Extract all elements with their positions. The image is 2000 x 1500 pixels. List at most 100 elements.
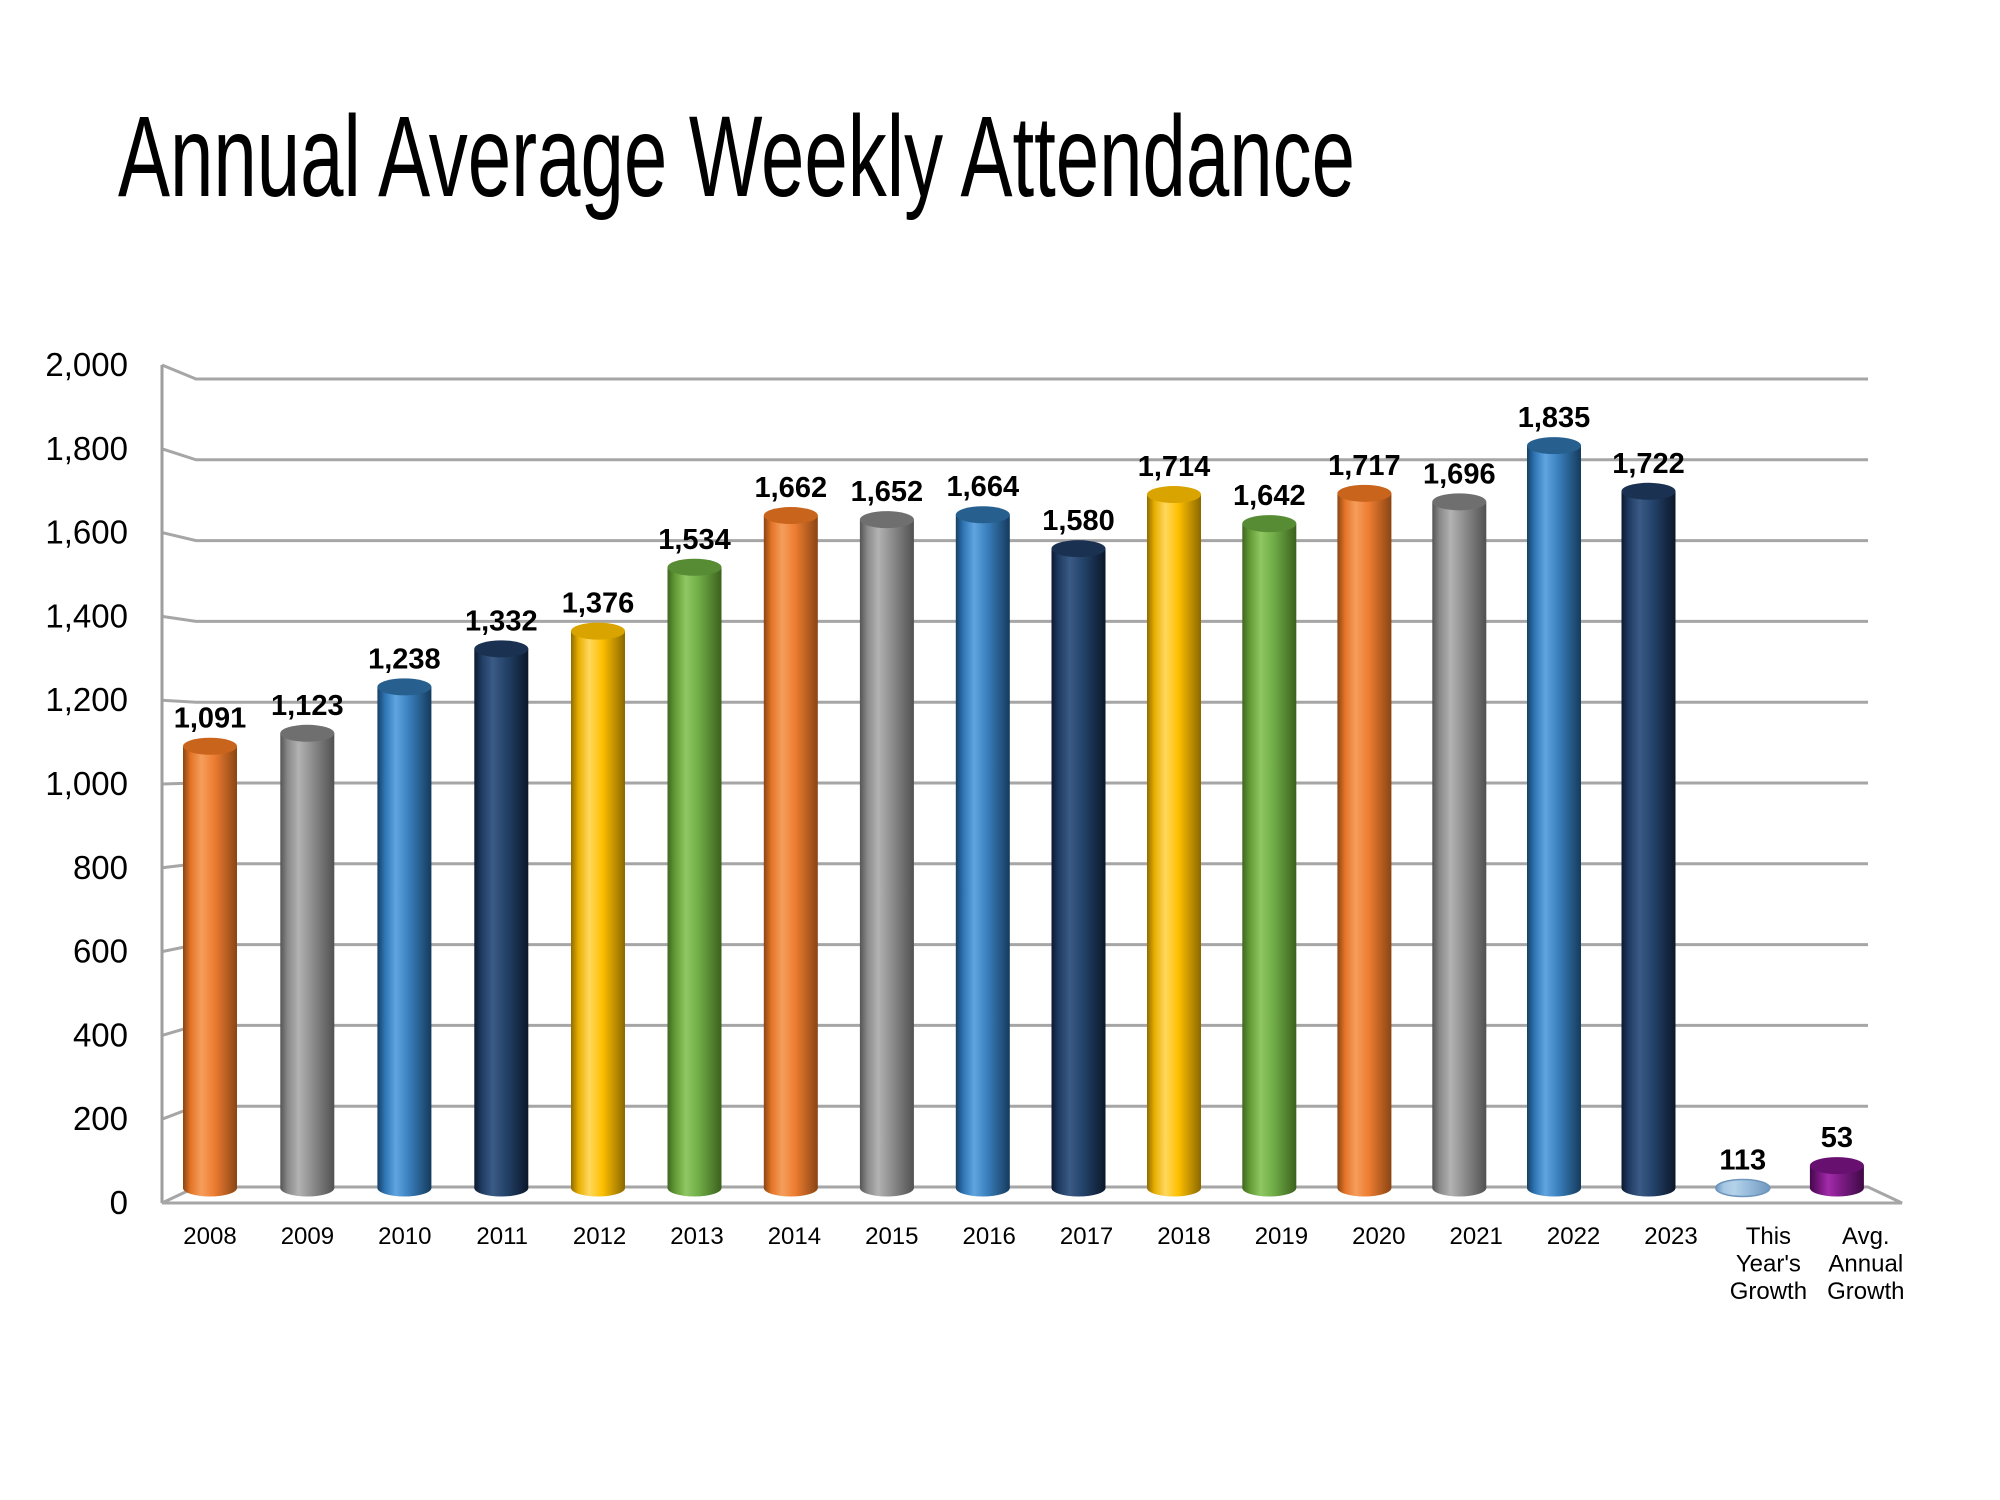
data-label-2008: 1,091 bbox=[174, 703, 247, 735]
y-axis-label-0: 0 bbox=[110, 1184, 128, 1221]
cylinder-body bbox=[571, 631, 625, 1188]
cylinder-body bbox=[183, 746, 237, 1188]
cylinder-top bbox=[183, 737, 237, 755]
bar-2021 bbox=[1432, 493, 1487, 1197]
cylinder-body bbox=[955, 514, 1010, 1188]
cylinder-top bbox=[763, 507, 818, 525]
cylinder-top bbox=[1621, 482, 1676, 500]
bar-2018 bbox=[1147, 486, 1201, 1197]
data-label-2016: 1,664 bbox=[947, 471, 1020, 503]
x-axis-label-2023: 2023 bbox=[1644, 1223, 1697, 1250]
gridline-1,200 bbox=[161, 698, 1868, 704]
x-axis-label-2013: 2013 bbox=[670, 1223, 723, 1250]
bar-2022 bbox=[1527, 437, 1581, 1197]
data-label-2015: 1,652 bbox=[851, 476, 924, 508]
x-axis-label-this-year-s-growth: This bbox=[1746, 1223, 1791, 1250]
data-label-2010: 1,238 bbox=[368, 643, 441, 675]
x-axis-label-2012: 2012 bbox=[573, 1223, 626, 1250]
data-label-2017: 1,580 bbox=[1042, 505, 1115, 537]
cylinder-body bbox=[1621, 491, 1676, 1188]
cylinder-body bbox=[1051, 548, 1106, 1188]
bar-2023 bbox=[1621, 482, 1676, 1197]
bar-avg-annual-growth bbox=[1809, 1157, 1864, 1197]
x-axis-label-2020: 2020 bbox=[1352, 1223, 1405, 1250]
y-axis-label-600: 600 bbox=[73, 933, 128, 970]
cylinder-top bbox=[280, 724, 335, 742]
gridline-1,600 bbox=[161, 531, 1868, 543]
data-label-2011: 1,332 bbox=[465, 605, 538, 637]
y-axis-label-1,000: 1,000 bbox=[45, 765, 128, 802]
cylinder-body bbox=[859, 519, 914, 1188]
cylinder-top bbox=[1242, 515, 1297, 533]
x-axis-label-avg-annual-growth: Avg. bbox=[1842, 1223, 1890, 1250]
data-label-2023: 1,722 bbox=[1612, 448, 1685, 480]
x-axis-label-2022: 2022 bbox=[1547, 1223, 1600, 1250]
x-axis-label-2018: 2018 bbox=[1157, 1223, 1210, 1250]
data-label-2013: 1,534 bbox=[658, 524, 731, 556]
x-axis-label-this-year-s-growth-line2: Year's bbox=[1736, 1251, 1801, 1278]
cylinder-top bbox=[1147, 486, 1201, 504]
data-label-avg-annual-growth: 53 bbox=[1821, 1122, 1853, 1154]
bar-2010 bbox=[377, 678, 432, 1197]
cylinder-top bbox=[377, 678, 432, 696]
bar-2011 bbox=[474, 640, 529, 1197]
y-axis-label-1,800: 1,800 bbox=[45, 430, 128, 467]
bar-2008 bbox=[183, 737, 237, 1197]
cylinder-body bbox=[377, 686, 432, 1188]
cylinder-body bbox=[1242, 523, 1297, 1188]
bar-2009 bbox=[280, 724, 335, 1197]
data-label-2009: 1,123 bbox=[271, 690, 344, 722]
data-label-2018: 1,714 bbox=[1138, 451, 1211, 483]
data-label-2012: 1,376 bbox=[562, 588, 635, 620]
x-axis-label-2015: 2015 bbox=[865, 1223, 918, 1250]
bar-2017 bbox=[1051, 540, 1106, 1197]
gridline-1,800 bbox=[161, 447, 1868, 462]
cylinder-body bbox=[1337, 493, 1392, 1188]
cylinder-top bbox=[571, 622, 625, 640]
cylinder-top bbox=[859, 511, 914, 529]
x-axis-label-2009: 2009 bbox=[281, 1223, 334, 1250]
cylinder-body bbox=[280, 733, 335, 1188]
x-axis-label-this-year-s-growth-line3: Growth bbox=[1730, 1278, 1807, 1305]
x-axis-label-avg-annual-growth-line2: Annual bbox=[1828, 1251, 1903, 1278]
bar-2016 bbox=[955, 506, 1010, 1197]
cylinder-top bbox=[1809, 1157, 1864, 1175]
x-axis-label-2019: 2019 bbox=[1255, 1223, 1308, 1250]
bar-2015 bbox=[859, 511, 914, 1197]
floor-plane bbox=[161, 1185, 1903, 1205]
gridline-1,400 bbox=[161, 614, 1868, 623]
x-axis-label-2016: 2016 bbox=[963, 1223, 1016, 1250]
data-label-2021: 1,696 bbox=[1423, 458, 1496, 490]
cylinder-top bbox=[1432, 493, 1487, 511]
plot-area: 0 200 400 600 800 1,000 1,200 1,400 1,600 1,800 2,… bbox=[45, 346, 1904, 1305]
x-axis-label-2008: 2008 bbox=[183, 1223, 236, 1250]
cylinder-body bbox=[1432, 501, 1487, 1188]
cylinder-top bbox=[955, 506, 1010, 524]
cylinder-flat-disc bbox=[1715, 1178, 1771, 1198]
x-axis-label-2011: 2011 bbox=[476, 1223, 528, 1250]
data-label-2022: 1,835 bbox=[1518, 402, 1591, 434]
cylinder-top bbox=[1051, 540, 1106, 558]
chart-title: Annual Average Weekly Attendance bbox=[118, 93, 1355, 221]
cylinder-body bbox=[1147, 494, 1201, 1188]
y-axis-label-2,000: 2,000 bbox=[45, 346, 128, 383]
data-label-2019: 1,642 bbox=[1233, 480, 1306, 512]
cylinder-top bbox=[667, 558, 722, 576]
data-label-2020: 1,717 bbox=[1328, 450, 1401, 482]
data-label-this-year-s-growth: 113 bbox=[1719, 1145, 1766, 1177]
bar-2012 bbox=[571, 622, 625, 1197]
cylinder-body bbox=[667, 567, 722, 1188]
cylinder-body bbox=[474, 648, 529, 1188]
y-axis-label-1,200: 1,200 bbox=[45, 681, 128, 718]
x-axis-label-2014: 2014 bbox=[768, 1223, 821, 1250]
bar-2013 bbox=[667, 558, 722, 1197]
x-axis-label-2021: 2021 bbox=[1450, 1223, 1503, 1250]
x-axis-label-2010: 2010 bbox=[378, 1223, 431, 1250]
y-axis-label-800: 800 bbox=[73, 849, 128, 886]
cylinder-body bbox=[763, 515, 818, 1188]
bar-this-year-s-growth bbox=[1715, 1178, 1771, 1198]
y-axis-label-1,400: 1,400 bbox=[45, 597, 128, 634]
cylinder-body bbox=[1527, 445, 1581, 1188]
